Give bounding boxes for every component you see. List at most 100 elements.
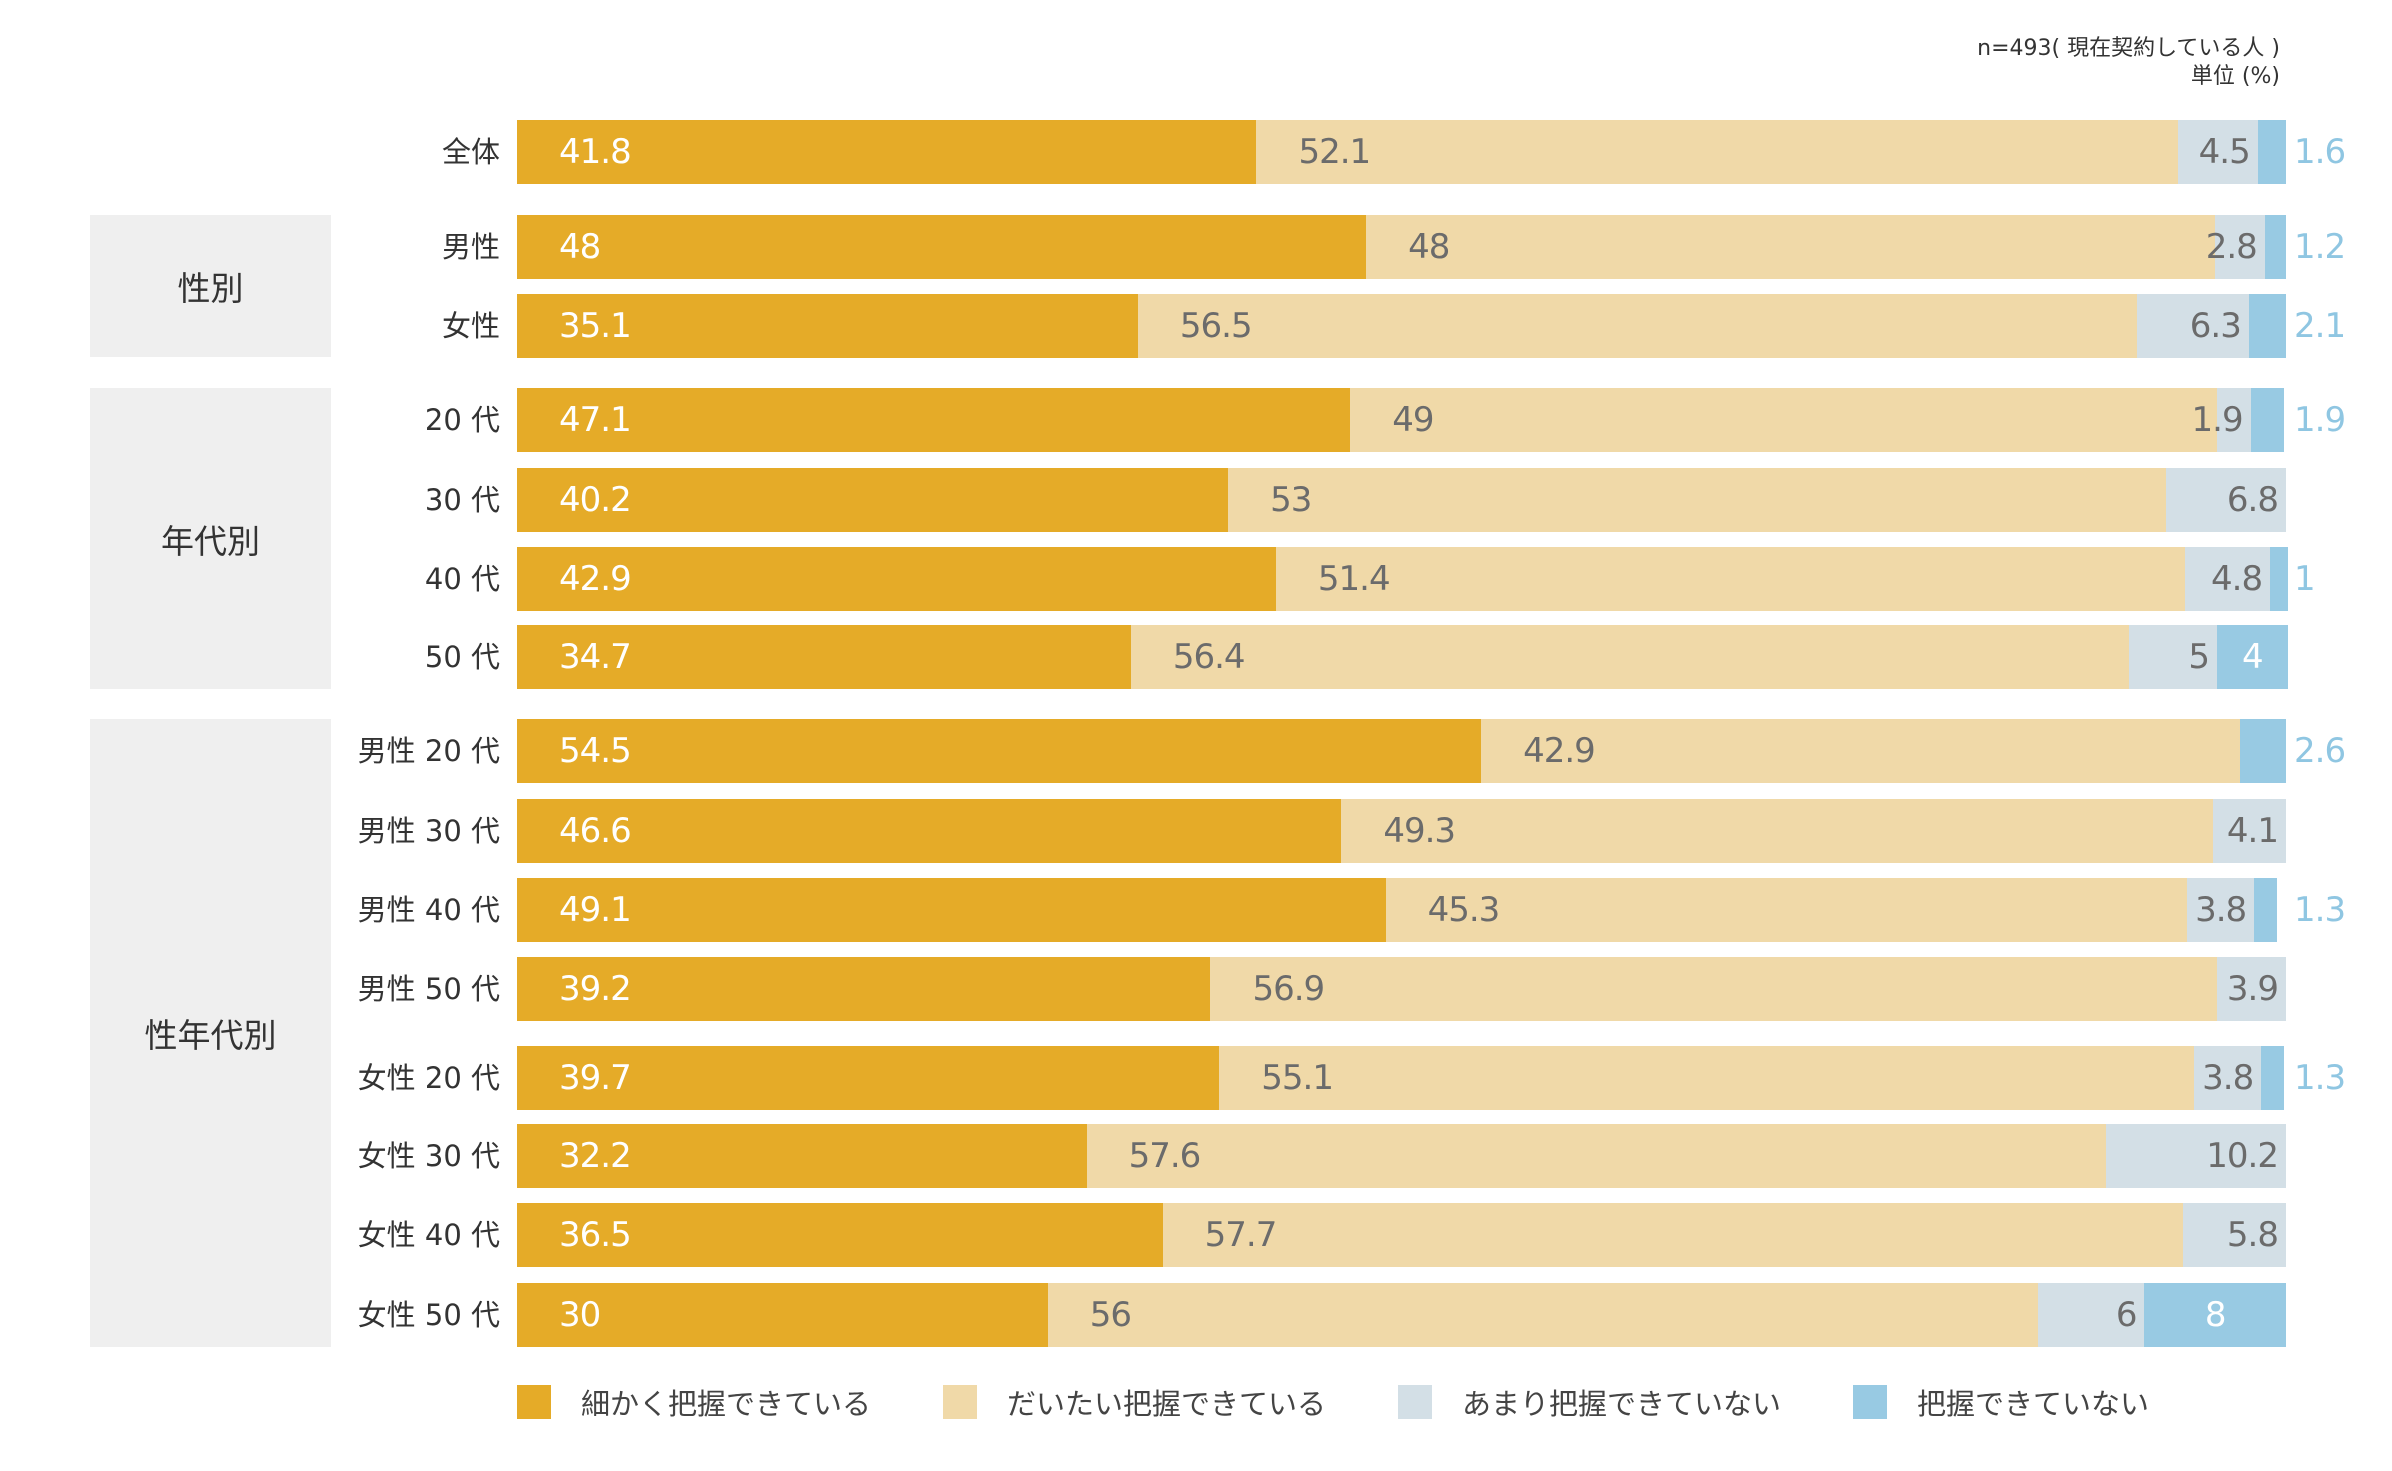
bar-segment: [2261, 1046, 2285, 1110]
bar-segment: [1086, 1124, 2106, 1188]
bar-segment: [2217, 625, 2288, 689]
bar-row: 女性 35.1 56.5 6.3 2.1: [0, 294, 2392, 358]
data-label: 6.3: [2189, 306, 2242, 346]
bar-segment: [1385, 878, 2187, 942]
bar-row: 20 代 47.1 49 1.9 1.9: [0, 388, 2392, 452]
data-label: 32.2: [559, 1136, 632, 1176]
category-label: 男性 50 代: [357, 972, 500, 1006]
bar-segment: [1047, 1283, 2039, 1347]
bar-segment: [2194, 1046, 2262, 1110]
data-label: 57.6: [1128, 1136, 1202, 1176]
data-label: 40.2: [559, 480, 632, 520]
stacked-bar: 30 56 6 8: [517, 1283, 2286, 1347]
data-label: 2.8: [2205, 227, 2258, 267]
bar-segment: [2185, 547, 2271, 611]
data-label: 55.1: [1261, 1058, 1334, 1098]
bar-segment: [517, 1124, 1087, 1188]
data-label: 3.9: [2226, 969, 2279, 1009]
bar-segment: [517, 878, 1386, 942]
bar-segment: [517, 625, 1131, 689]
bar-segment: [1130, 625, 2129, 689]
data-label: 1.6: [2294, 132, 2346, 172]
category-label: 女性 50 代: [357, 1298, 500, 1332]
bar-segment: [517, 1203, 1163, 1267]
bar-segment: [2137, 294, 2249, 358]
data-label: 2.1: [2294, 306, 2346, 346]
stacked-bar: 36.5 57.7 5.8: [517, 1203, 2286, 1267]
data-label: 51.4: [1317, 559, 1391, 599]
bar-row: 女性 50 代 30 56 6 8: [0, 1283, 2392, 1347]
bar-segment: [1256, 120, 2179, 184]
sample-note: n=493( 現在契約している人 ): [1977, 36, 2280, 61]
data-label: 4.8: [2211, 559, 2263, 599]
bar-segment: [2165, 468, 2286, 532]
bar-segment: [1162, 1203, 2184, 1267]
category-label: 女性 40 代: [357, 1218, 500, 1252]
stacked-bar: 42.9 51.4 4.8 1: [517, 547, 2316, 611]
data-label: 1.3: [2294, 890, 2346, 930]
bar-segment: [2215, 215, 2265, 279]
data-label: 47.1: [559, 400, 632, 440]
bar-segment: [2183, 1203, 2286, 1267]
bar-row: 男性 30 代 46.6 49.3 4.1: [0, 799, 2392, 863]
bar-row: 30 代 40.2 53 6.8: [0, 468, 2392, 532]
data-label: 3.8: [2195, 890, 2247, 930]
data-label: 10.2: [2206, 1136, 2279, 1176]
data-label: 52.1: [1298, 132, 1371, 172]
stacked-bar: 41.8 52.1 4.5 1.6: [517, 120, 2346, 184]
bar-segment: [1137, 294, 2138, 358]
bar-segment: [1219, 1046, 2194, 1110]
bar-segment: [517, 120, 1257, 184]
legend-label: 細かく把握できている: [581, 1387, 872, 1421]
data-label: 39.2: [559, 969, 632, 1009]
bar-row: 40 代 42.9 51.4 4.8 1: [0, 547, 2392, 611]
stacked-bar: 34.7 56.4 5 4: [517, 625, 2288, 689]
bar-segment: [517, 468, 1229, 532]
data-label: 46.6: [559, 811, 632, 851]
bar-row: 女性 30 代 32.2 57.6 10.2: [0, 1124, 2392, 1188]
bar-segment: [2264, 215, 2286, 279]
data-label: 42.9: [559, 559, 632, 599]
legend-swatch: [943, 1385, 978, 1419]
data-label: 42.9: [1523, 731, 1596, 771]
bar-segment: [2144, 1283, 2286, 1347]
category-label: 50 代: [424, 640, 500, 674]
bar-row: 女性 20 代 39.7 55.1 3.8 1.3: [0, 1046, 2392, 1110]
bar-segment: [517, 957, 1211, 1021]
data-label: 41.8: [559, 132, 632, 172]
data-label: 6.8: [2226, 480, 2279, 520]
bar-segment: [1366, 215, 2216, 279]
data-label: 49.3: [1383, 811, 1456, 851]
category-label: 40 代: [424, 562, 500, 596]
stacked-bar: 35.1 56.5 6.3 2.1: [517, 294, 2346, 358]
data-label: 56.9: [1252, 969, 1325, 1009]
stacked-bar: 39.2 56.9 3.9: [517, 957, 2286, 1021]
data-label: 4.1: [2226, 811, 2279, 851]
data-label: 30: [559, 1295, 601, 1335]
bar-row: 男性 50 代 39.2 56.9 3.9: [0, 957, 2392, 1021]
bar-segment: [1481, 719, 2240, 783]
bar-row: 男性 20 代 54.5 42.9 2.6: [0, 719, 2392, 783]
legend-item: あまり把握できていない: [1398, 1381, 1781, 1423]
data-label: 49: [1392, 400, 1434, 440]
bar-row: 全体 41.8 52.1 4.5 1.6: [0, 120, 2392, 184]
data-label: 57.7: [1204, 1215, 1278, 1255]
stacked-bar: 47.1 49 1.9 1.9: [517, 388, 2346, 452]
data-label: 1.9: [2191, 400, 2244, 440]
category-label: 全体: [441, 135, 500, 169]
bar-segment: [517, 1283, 1048, 1347]
stacked-bar: 48 48 2.8 1.2: [517, 215, 2346, 279]
category-label: 男性 20 代: [357, 734, 500, 768]
bar-segment: [517, 719, 1482, 783]
bar-segment: [1228, 468, 2166, 532]
bar-row: 50 代 34.7 56.4 5 4: [0, 625, 2392, 689]
data-label: 1.2: [2294, 227, 2346, 267]
legend-swatch: [1853, 1385, 1888, 1419]
data-label: 3.8: [2202, 1058, 2254, 1098]
data-label: 5: [2188, 637, 2210, 677]
bar-segment: [517, 1046, 1220, 1110]
legend-swatch: [517, 1385, 551, 1419]
bar-row: 女性 40 代 36.5 57.7 5.8: [0, 1203, 2392, 1267]
bar-segment: [2250, 388, 2285, 452]
legend-swatch: [1398, 1385, 1433, 1419]
